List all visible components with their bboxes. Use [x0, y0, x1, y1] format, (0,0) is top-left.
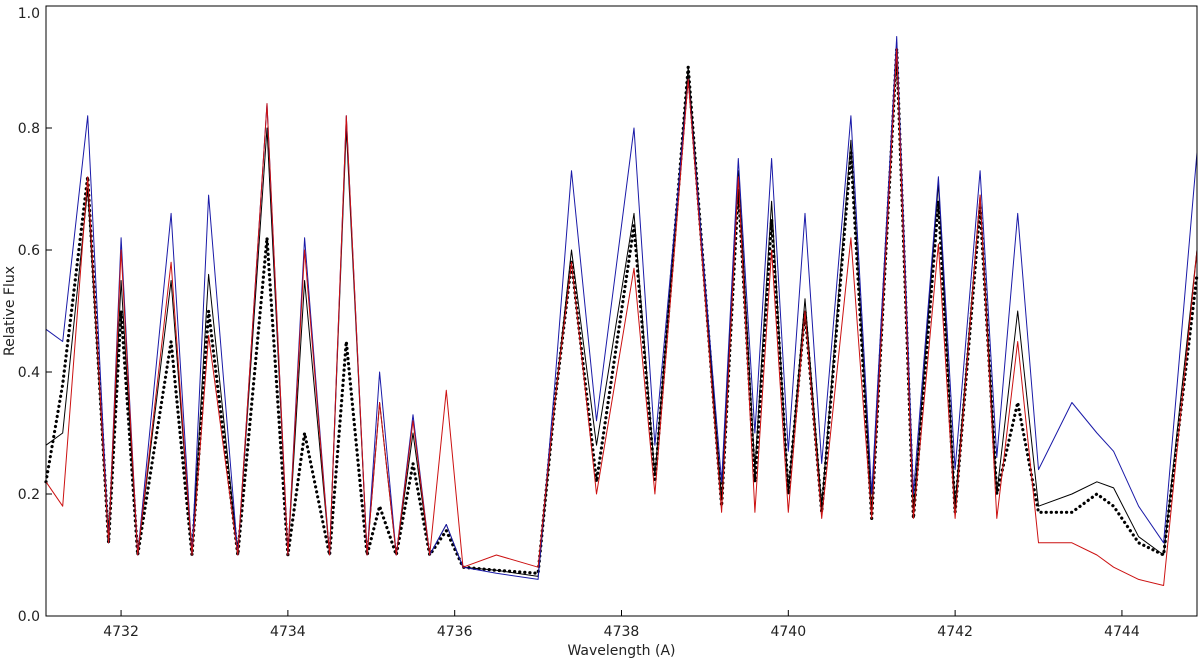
- series-line-3: [45, 36, 1198, 580]
- x-tick-label: 4740: [770, 624, 806, 640]
- x-axis-title: Wavelength (A): [567, 643, 675, 659]
- series-line-4: [45, 48, 1198, 586]
- x-tick-label: 4738: [604, 624, 640, 640]
- x-tick-label: 4742: [937, 624, 973, 640]
- y-axis: 0.0 0.2 0.4 0.6 0.8 1.0: [18, 5, 52, 625]
- y-tick-label: 0.0: [18, 609, 40, 625]
- x-axis: 4732 4734 4736 4738 4740 4742 4744: [103, 610, 1140, 640]
- y-axis-title: Relative Flux: [2, 266, 18, 356]
- series-line-2: [45, 42, 1198, 577]
- series-line-1: [44, 47, 1199, 575]
- x-tick-label: 4734: [270, 624, 306, 640]
- x-tick-label: 4732: [103, 624, 139, 640]
- x-tick-label: 4744: [1104, 624, 1140, 640]
- x-tick-label: 4736: [437, 624, 473, 640]
- series-layer: [44, 36, 1199, 586]
- y-tick-label: 0.4: [18, 365, 40, 381]
- y-tick-label: 0.8: [18, 121, 40, 137]
- y-tick-label: 0.2: [18, 487, 40, 503]
- y-tick-label: 0.6: [18, 243, 40, 259]
- y-tick-label: 1.0: [18, 6, 40, 22]
